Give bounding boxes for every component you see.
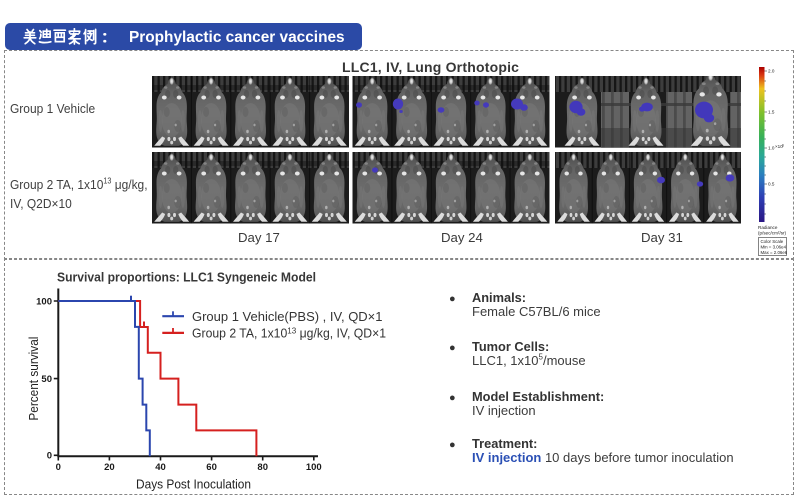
svg-text:Max = 2.06e6: Max = 2.06e6 bbox=[761, 250, 788, 255]
svg-text:40: 40 bbox=[155, 462, 166, 473]
svg-text:Survival proportions: LLC1 Syn: Survival proportions: LLC1 Syngeneic Mod… bbox=[57, 270, 316, 285]
svg-text:0: 0 bbox=[47, 451, 52, 462]
svg-text:Percent survival: Percent survival bbox=[27, 337, 41, 421]
svg-text:80: 80 bbox=[257, 462, 268, 473]
svg-text:1.5: 1.5 bbox=[768, 110, 775, 115]
svg-text:Min = 3.06e4: Min = 3.06e4 bbox=[761, 245, 787, 250]
svg-text:60: 60 bbox=[206, 462, 217, 473]
svg-text:Group 1 Vehicle(PBS) , IV, QD×: Group 1 Vehicle(PBS) , IV, QD×1 bbox=[192, 309, 383, 324]
svg-text:×10: ×10 bbox=[775, 144, 783, 149]
svg-text:1.0: 1.0 bbox=[768, 146, 775, 151]
svg-text:(p/sec/cm²/sr): (p/sec/cm²/sr) bbox=[758, 231, 787, 236]
svg-text:0: 0 bbox=[56, 462, 61, 473]
svg-text:6: 6 bbox=[782, 143, 784, 147]
svg-text:Days Post Inoculation: Days Post Inoculation bbox=[136, 477, 251, 492]
svg-text:100: 100 bbox=[306, 462, 322, 473]
svg-text:2.0: 2.0 bbox=[768, 69, 775, 74]
svg-text:100: 100 bbox=[36, 296, 52, 307]
svg-text:Radiance: Radiance bbox=[758, 225, 778, 230]
svg-text:50: 50 bbox=[41, 374, 52, 385]
svg-text:Color Scale: Color Scale bbox=[761, 239, 784, 244]
svg-text:0.5: 0.5 bbox=[768, 182, 775, 187]
svg-text:20: 20 bbox=[104, 462, 115, 473]
svg-text:Group 2 TA, 1x1013 μg/kg, IV,: Group 2 TA, 1x1013 μg/kg, IV, QD×1 bbox=[192, 325, 386, 340]
